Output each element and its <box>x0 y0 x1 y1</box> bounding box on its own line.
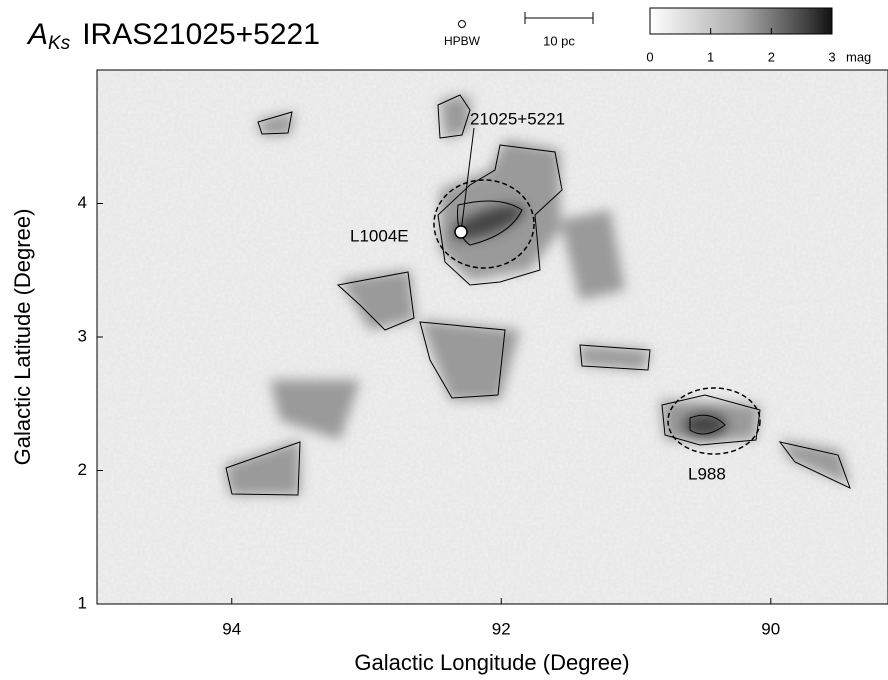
source-pointer <box>460 127 475 233</box>
axes: 94 92 90 1 2 3 4 <box>78 193 781 639</box>
y-tick-label: 3 <box>78 326 87 345</box>
colorbar-tick-label: 1 <box>707 49 714 64</box>
x-tick-label: 92 <box>492 619 511 638</box>
title: AKs IRAS21025+5221 <box>26 18 320 54</box>
annotation: 21025+5221 <box>470 109 565 128</box>
beam-circle <box>458 20 466 28</box>
x-axis-label: Galactic Longitude (Degree) <box>354 650 629 675</box>
beam-label: HPBW <box>444 34 481 48</box>
colorbar-unit: mag <box>846 49 871 64</box>
title-subscript: Ks <box>48 33 71 54</box>
source-marker <box>454 225 468 239</box>
title-symbol: A <box>26 18 48 51</box>
x-tick-label: 94 <box>222 619 241 638</box>
colorbar-tick-label: 3 <box>828 49 835 64</box>
l988-circle <box>667 387 761 455</box>
colorbar-tick-label: 2 <box>768 49 775 64</box>
y-tick-label: 1 <box>78 593 87 612</box>
y-tick-label: 4 <box>78 193 87 212</box>
colorbar-ticks: 0 1 2 3 mag <box>646 28 871 64</box>
colorbar-tick-label: 0 <box>646 49 653 64</box>
annotation: L1004E <box>350 226 409 245</box>
y-axis-label: Galactic Latitude (Degree) <box>10 209 35 466</box>
y-tick-label: 2 <box>78 460 87 479</box>
colorbar <box>649 7 833 35</box>
map-image <box>97 70 888 604</box>
x-tick-label: 90 <box>761 619 780 638</box>
scale-label: 10 pc <box>543 33 575 48</box>
annotation: L988 <box>688 464 726 483</box>
title-text: IRAS21025+5221 <box>82 18 320 51</box>
scale-bar <box>524 12 594 24</box>
l1004e-circle <box>433 179 535 269</box>
